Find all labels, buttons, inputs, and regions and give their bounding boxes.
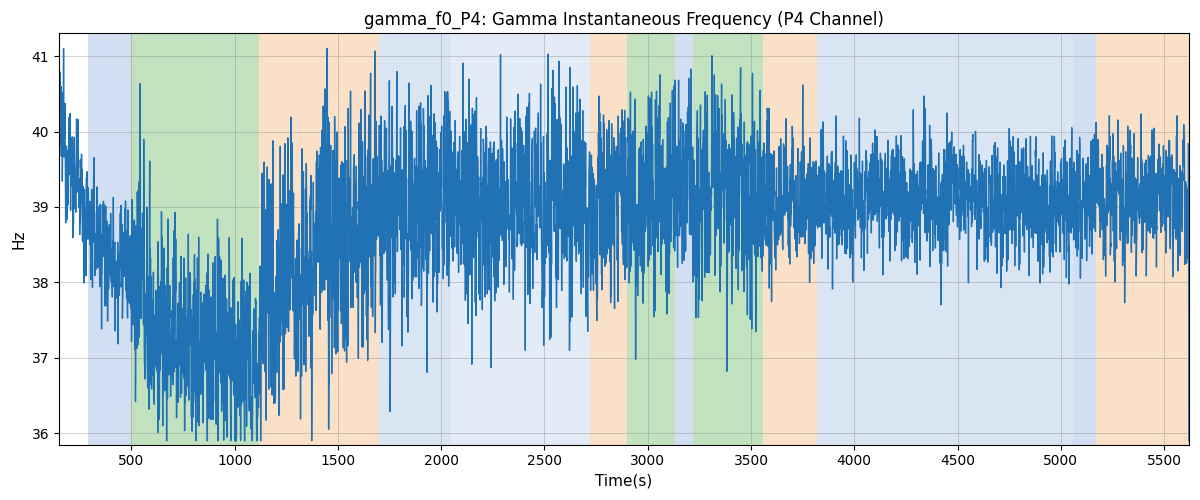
Bar (131, 34, 259, 445)
Bar (674, 34, 694, 445)
Bar (88, 34, 131, 445)
Bar (628, 34, 674, 445)
Bar (817, 34, 1073, 445)
Bar (1096, 34, 1189, 445)
Title: gamma_f0_P4: Gamma Instantaneous Frequency (P4 Channel): gamma_f0_P4: Gamma Instantaneous Frequen… (364, 11, 884, 30)
X-axis label: Time(s): Time(s) (595, 474, 653, 489)
Bar (379, 34, 451, 445)
Bar (763, 34, 817, 445)
Bar (1073, 34, 1096, 445)
Bar (259, 34, 379, 445)
Bar (590, 34, 628, 445)
Y-axis label: Hz: Hz (11, 230, 26, 249)
Bar (694, 34, 763, 445)
Bar (451, 34, 590, 445)
